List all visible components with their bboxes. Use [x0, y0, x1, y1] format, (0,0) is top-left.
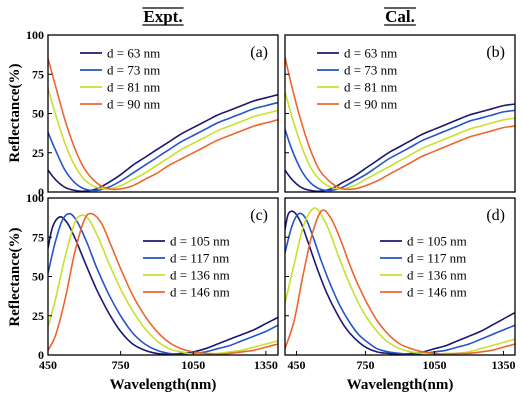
- legend-label: d = 90 nm: [344, 97, 397, 112]
- series-line-4: [285, 209, 515, 355]
- series-line-2: [48, 101, 278, 192]
- y-tick-label: 0: [38, 185, 44, 199]
- legend-label: d = 146 nm: [170, 285, 230, 300]
- panel-label: (c): [250, 207, 268, 224]
- series-line-1: [285, 210, 515, 355]
- y-axis-title-bottom: Reflectance(%): [7, 227, 23, 326]
- legend: d = 105 nm d = 117 nm d = 136 nm d = 146 nm: [143, 234, 230, 300]
- legend: d = 105 nm d = 117 nm d = 136 nm d = 146 nm: [380, 234, 467, 300]
- series-line-4: [48, 58, 278, 191]
- legend-label: d = 90 nm: [107, 97, 160, 112]
- x-tick-label: 1350: [492, 358, 516, 372]
- series-line-3: [285, 207, 515, 355]
- series-line-4: [48, 212, 278, 355]
- legend-label: d = 105 nm: [407, 234, 467, 249]
- legend-label: d = 136 nm: [170, 268, 230, 283]
- panel-d: 450 750 1050 1350(d)d = 105 nmd = 117 nmd =…: [284, 197, 516, 372]
- series-line-1: [48, 215, 278, 355]
- y-tick-label: 0: [38, 348, 44, 362]
- y-axis-title-top: Reflectance(%): [7, 63, 23, 162]
- panel-label: (d): [486, 207, 505, 224]
- y-tick-label: 100: [26, 28, 44, 42]
- series-line-1: [48, 93, 278, 192]
- legend-label: d = 146 nm: [407, 285, 467, 300]
- panel-label: (a): [250, 44, 268, 61]
- x-tick-label: 1050: [181, 358, 205, 372]
- series-line-2: [285, 109, 515, 192]
- y-tick-label: 50: [32, 270, 44, 284]
- x-tick-label: 750: [357, 358, 375, 372]
- legend: d = 63 nm d = 73 nm d = 81 nm d = 90 nm: [80, 46, 160, 112]
- legend-label: d = 73 nm: [344, 63, 397, 78]
- series-line-2: [285, 212, 515, 355]
- panel-a: 0 25 50 75 100 (a) d = 63 nm d = 73 nm d = 81 nm…: [26, 28, 279, 199]
- legend-label: d = 63 nm: [107, 46, 160, 61]
- series-line-1: [285, 103, 515, 192]
- y-tick-label: 75: [32, 67, 44, 81]
- x-tick-label: 1350: [254, 358, 278, 372]
- panel-label: (b): [486, 44, 505, 61]
- legend-label: d = 117 nm: [407, 251, 466, 266]
- legend-label: d = 136 nm: [407, 268, 467, 283]
- legend-label: d = 63 nm: [344, 46, 397, 61]
- x-axis-title-right: Wavelength(nm): [347, 377, 454, 393]
- series-line-3: [48, 214, 278, 355]
- legend-label: d = 105 nm: [170, 234, 230, 249]
- y-tick-label: 75: [32, 230, 44, 244]
- legend-label: d = 73 nm: [107, 63, 160, 78]
- y-tick-label: 25: [32, 146, 44, 160]
- y-tick-label: 100: [26, 191, 44, 205]
- legend-label: d = 81 nm: [344, 80, 397, 95]
- x-tick-label: 450: [288, 358, 306, 372]
- y-tick-label: 25: [32, 309, 44, 323]
- legend: d = 63 nm d = 73 nm d = 81 nm d = 90 nm: [317, 46, 397, 112]
- y-tick-label: 50: [32, 107, 44, 121]
- column-header-cal: Cal.: [385, 7, 415, 26]
- series-line-2: [48, 212, 278, 355]
- series-line-3: [285, 91, 515, 190]
- series-line-4: [285, 56, 515, 191]
- x-tick-label: 750: [112, 358, 130, 372]
- plot-frame: [47, 197, 279, 356]
- x-tick-label: 1050: [423, 358, 447, 372]
- series-line-3: [48, 88, 278, 190]
- x-axis-title-left: Wavelength(nm): [110, 377, 217, 393]
- x-tick-label: 450: [39, 358, 57, 372]
- legend-label: d = 117 nm: [170, 251, 229, 266]
- panel-b: (b) d = 63 nm d = 73 nm d = 81 nm d = 90 nm: [284, 34, 516, 193]
- legend-label: d = 81 nm: [107, 80, 160, 95]
- column-header-expt: Expt.: [143, 7, 182, 26]
